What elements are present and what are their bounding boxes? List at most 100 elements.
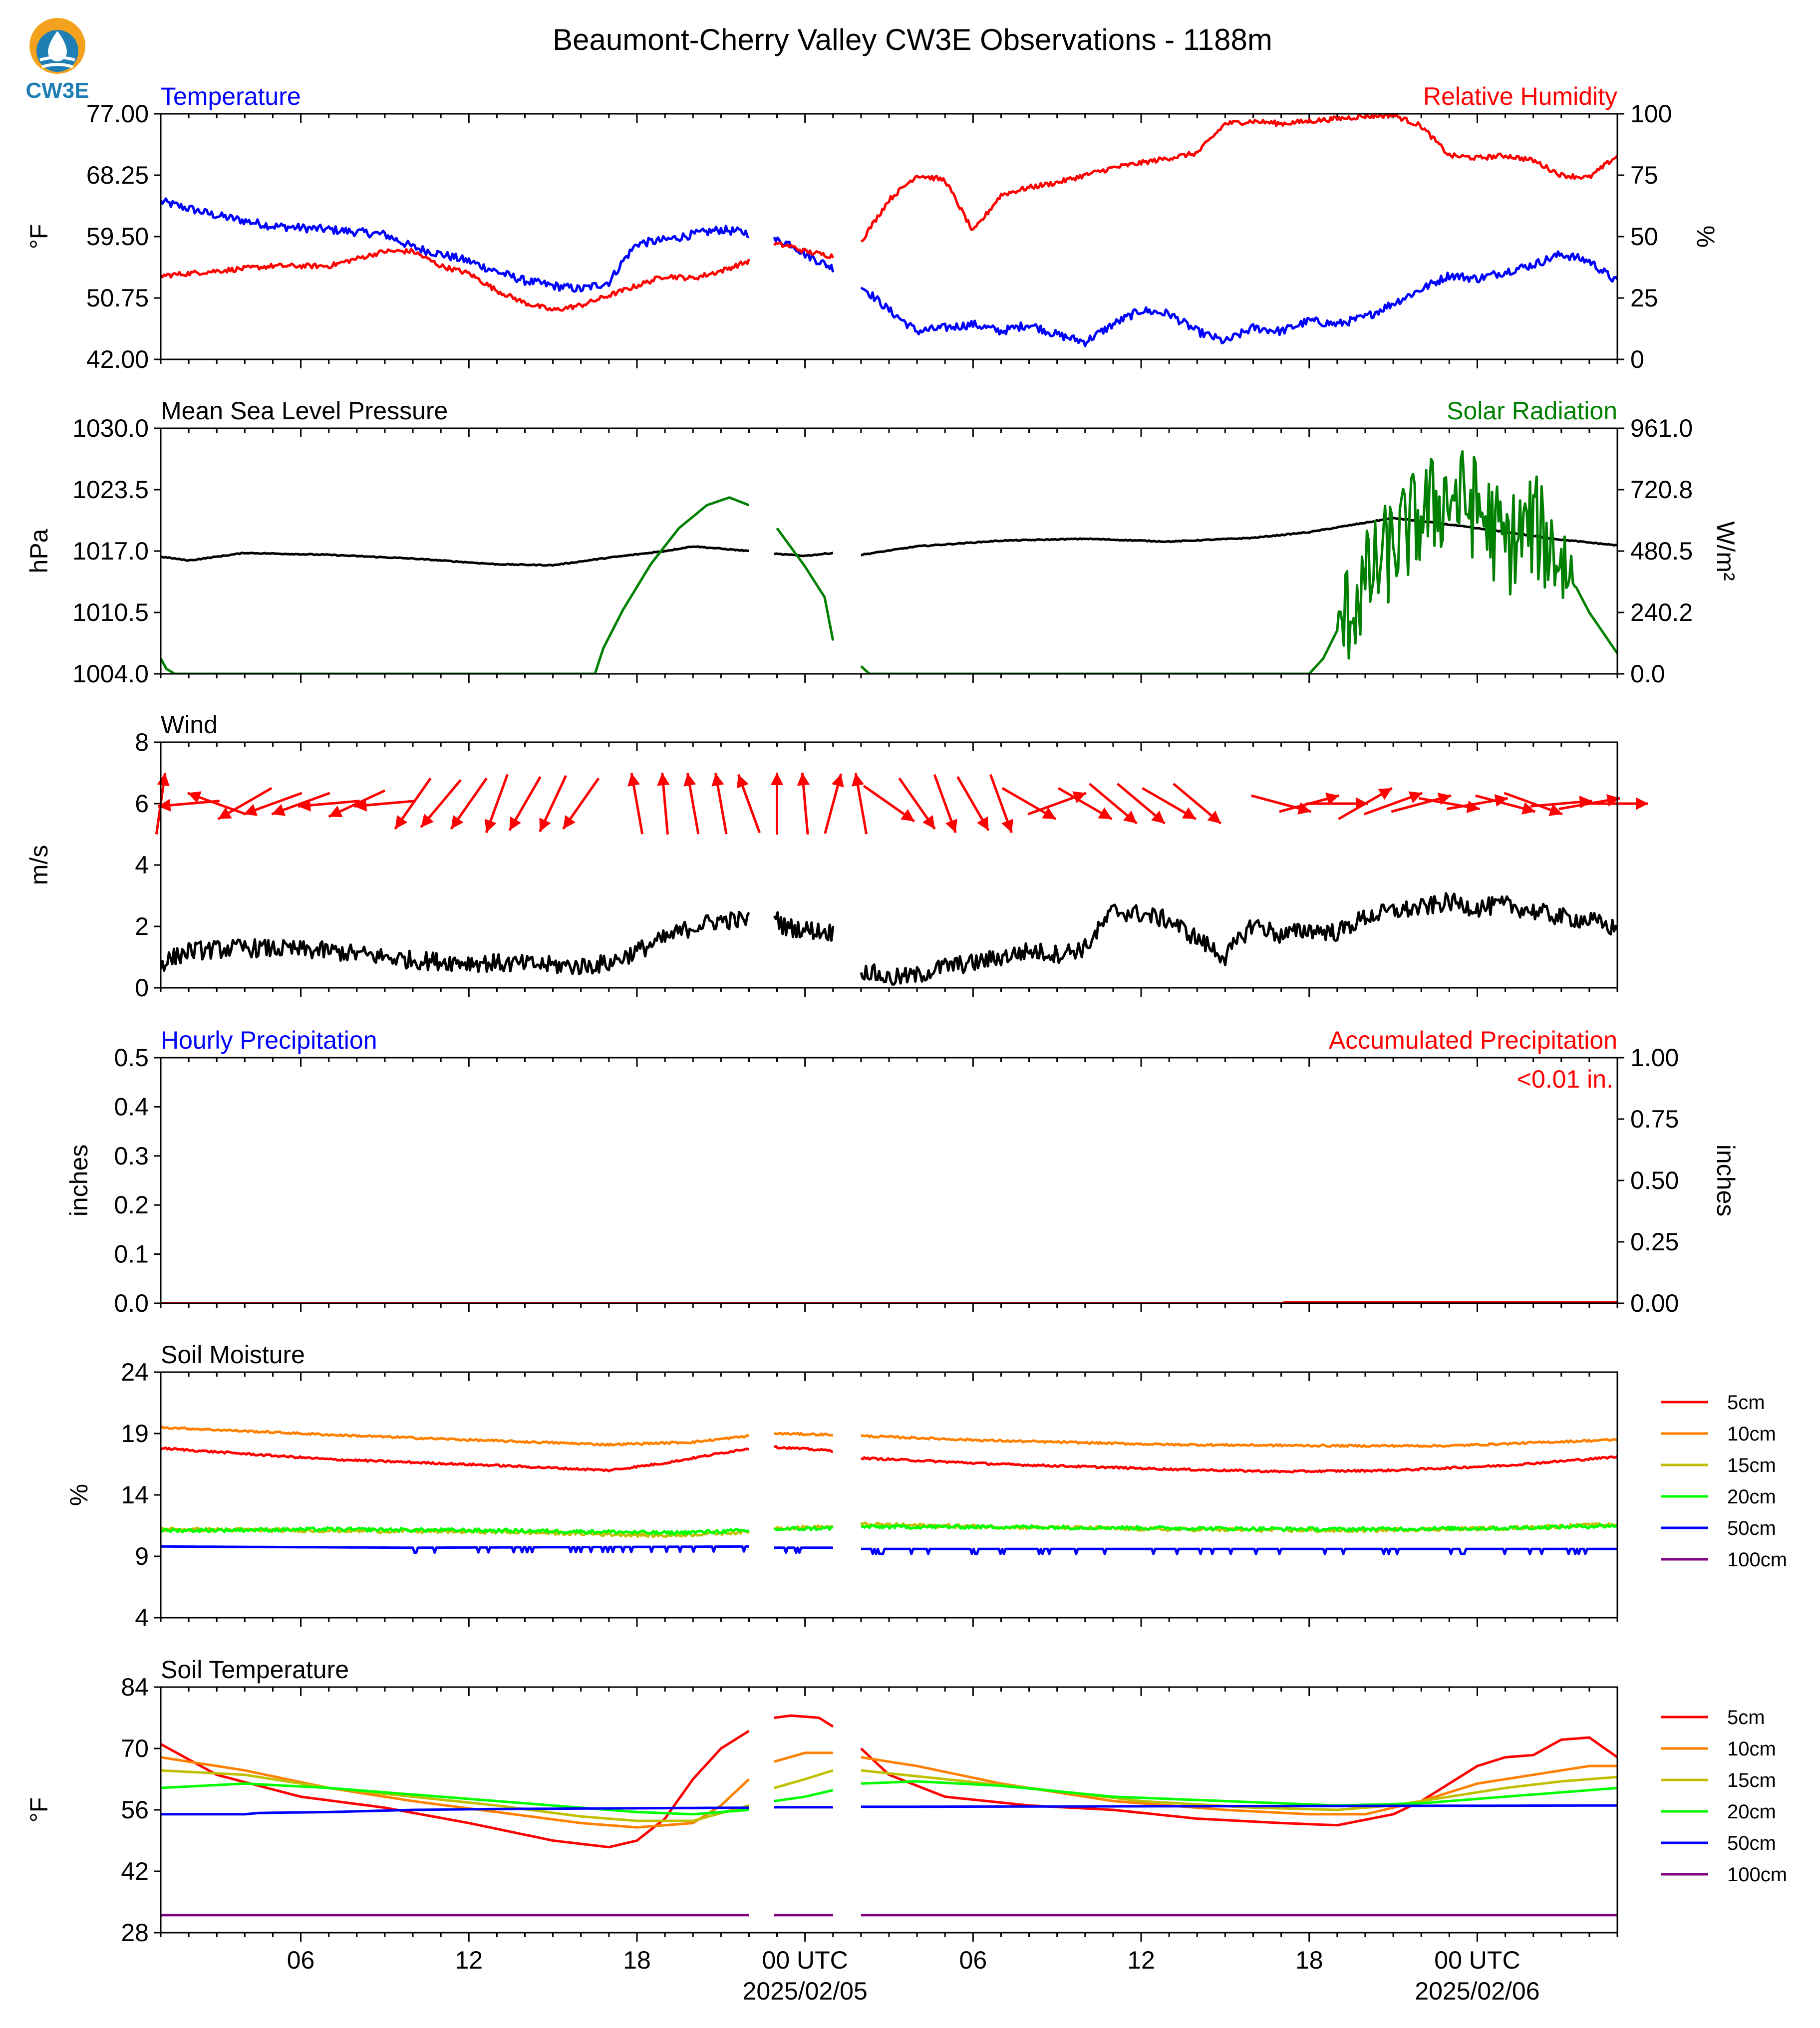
y-axis-label: °F	[25, 1797, 53, 1823]
y-axis-label: hPa	[25, 529, 53, 573]
series-line-1	[161, 1301, 1617, 1303]
y-tick-label: 56	[121, 1796, 149, 1824]
wind-arrow-head	[509, 816, 521, 831]
wind-arrow-head	[976, 816, 989, 831]
y-tick-label: 1030.0	[72, 414, 149, 442]
wind-arrow-head	[421, 814, 434, 828]
y2-axis-label: inches	[1712, 1145, 1740, 1217]
x-tick-label: 00 UTC	[1434, 1946, 1520, 1974]
series-line-10cm	[774, 1751, 833, 1763]
y-tick-label: 1010.5	[72, 598, 149, 626]
series-line-20cm	[773, 1525, 834, 1531]
panel-title-left: Soil Moisture	[161, 1341, 305, 1369]
series-line-5cm	[774, 1714, 834, 1728]
panel-title-left: Temperature	[161, 82, 301, 110]
y2-tick-label: 0.50	[1630, 1166, 1679, 1194]
panel-1: Temperature Relative Humidity 77.00 68.25 59…	[25, 82, 1720, 373]
series-line-1	[860, 114, 1617, 243]
figure-title: Beaumont-Cherry Valley CW3E Observations…	[553, 23, 1272, 56]
y-tick-label: 0.5	[114, 1044, 149, 1072]
y-tick-label: 0.2	[114, 1191, 149, 1219]
series-line-50cm	[161, 1545, 749, 1554]
series-line-5cm	[860, 1455, 1617, 1474]
legend-label: 50cm	[1727, 1517, 1776, 1539]
panel-title-left: Soil Temperature	[161, 1656, 349, 1684]
legend-label: 15cm	[1727, 1454, 1776, 1476]
wind-arrow-head	[1207, 811, 1221, 824]
wind-arrow-head	[627, 773, 640, 787]
series-line-20cm	[861, 1780, 1617, 1807]
y2-tick-label: 25	[1630, 284, 1658, 312]
y-axis-label: %	[65, 1484, 93, 1506]
series-line-5cm	[860, 1736, 1617, 1827]
y-tick-label: 0	[135, 974, 149, 1002]
series-line-1	[860, 450, 1617, 674]
wind-arrow-head	[272, 804, 286, 816]
logo-text: CW3E	[25, 78, 89, 103]
wind-arrow-head	[484, 819, 497, 833]
x-tick-label: 18	[1295, 1946, 1323, 1974]
panel-title-right: Solar Radiation	[1447, 397, 1617, 425]
wind-arrow-head	[1408, 791, 1423, 804]
panel-title-left: Hourly Precipitation	[161, 1026, 377, 1054]
y-tick-label: 0.1	[114, 1240, 149, 1268]
legend-label: 20cm	[1727, 1486, 1776, 1508]
panel-4: Hourly Precipitation Accumulated Precipit…	[65, 1026, 1740, 1317]
series-line-15cm	[774, 1769, 834, 1789]
wind-arrow-head	[922, 815, 935, 829]
series-line-5cm	[773, 1445, 833, 1453]
y-tick-label: 50.75	[86, 284, 149, 312]
wind-arrow-head	[1098, 807, 1112, 819]
series-line-0	[161, 910, 750, 975]
wind-arrow-head	[1123, 811, 1137, 824]
wind-arrow-head	[770, 773, 784, 785]
y-tick-label: 6	[135, 790, 149, 818]
panel-5: Soil Moisture 24 19 14 9 4% 5cm 10cm 15cm 20cm 50c…	[65, 1341, 1787, 1632]
series-line-1	[776, 527, 835, 641]
y2-tick-label: 1.00	[1630, 1044, 1679, 1072]
wind-arrow-head	[851, 773, 864, 787]
x-tick-label: 00 UTC	[762, 1946, 848, 1974]
series-line-5cm	[161, 1730, 750, 1849]
panel-title-left: Wind	[161, 711, 218, 739]
panel-title-right: Relative Humidity	[1423, 82, 1617, 110]
y-axis-label: °F	[25, 224, 53, 250]
y2-tick-label: 961.0	[1630, 414, 1693, 442]
wind-arrow-head	[563, 815, 576, 829]
series-line-10cm	[161, 1756, 750, 1829]
panel-3: Wind 8 6 4 2 0 m/s	[25, 711, 1648, 1002]
wind-arrow-head	[1494, 794, 1508, 807]
wind-arrow-head	[298, 799, 311, 812]
x-tick-label: 06	[287, 1946, 315, 1974]
wind-arrow-head	[244, 804, 258, 816]
y2-tick-label: 720.8	[1630, 476, 1693, 504]
series-line-0	[773, 552, 834, 558]
y-tick-label: 42	[121, 1857, 149, 1885]
x-tick-label: 06	[959, 1946, 987, 1974]
y2-tick-label: 0.0	[1630, 660, 1665, 688]
wind-arrow-head	[158, 799, 171, 812]
series-line-20cm	[861, 1523, 1617, 1532]
series-line-1	[773, 241, 835, 260]
y-tick-label: 4	[135, 1604, 149, 1632]
y2-tick-label: 0.25	[1630, 1228, 1679, 1256]
wind-arrow-head	[354, 799, 367, 812]
legend-label: 20cm	[1727, 1801, 1776, 1823]
legend-label: 10cm	[1727, 1423, 1776, 1445]
y-tick-label: 1017.0	[72, 537, 149, 565]
wind-arrow-head	[539, 818, 551, 832]
series-line-10cm	[774, 1432, 834, 1437]
x-date-label: 2025/02/05	[743, 1977, 868, 2005]
y-tick-label: 1004.0	[72, 660, 149, 688]
y2-tick-label: 0.75	[1630, 1105, 1679, 1133]
panels: Temperature Relative Humidity 77.00 68.25 59…	[25, 82, 1787, 2005]
wind-arrow-head	[1042, 807, 1056, 819]
wind-arrow-head	[1151, 811, 1165, 824]
y-tick-label: 59.50	[86, 223, 149, 251]
y-tick-label: 28	[121, 1919, 149, 1947]
x-tick-label: 12	[1127, 1946, 1155, 1974]
y2-tick-label: 240.2	[1630, 598, 1693, 626]
series-line-20cm	[161, 1526, 750, 1536]
series-line-5cm	[161, 1446, 749, 1472]
